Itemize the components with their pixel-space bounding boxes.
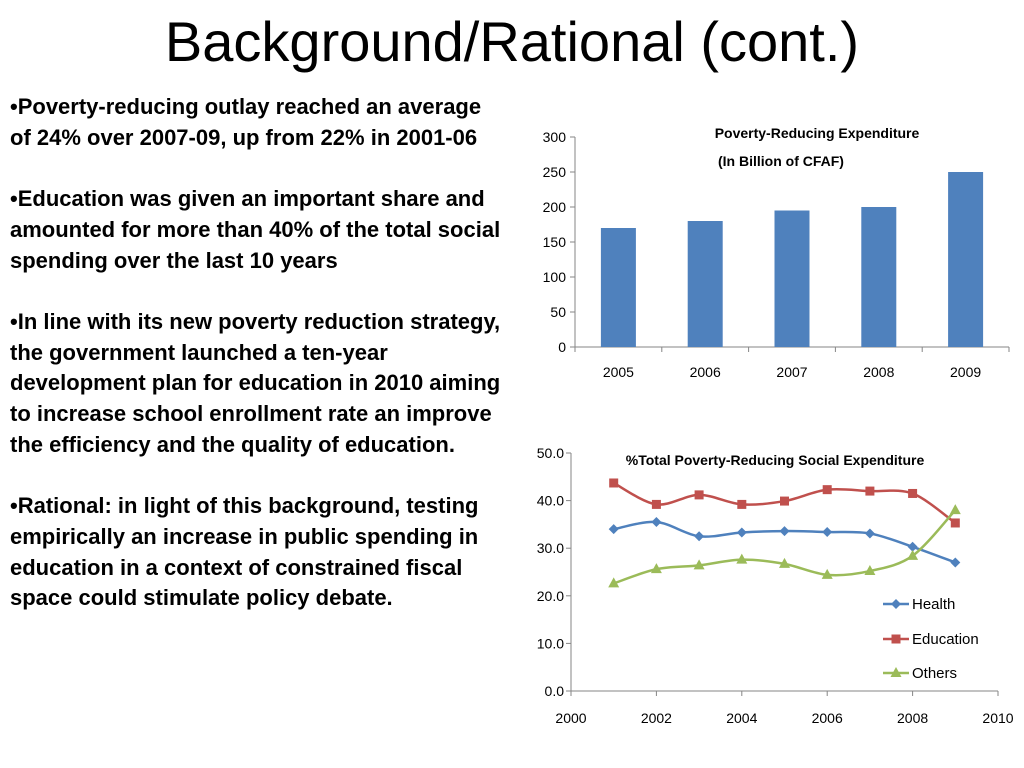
x-tick-label: 2000	[555, 710, 586, 726]
bullet-education-share: •Education was given an important share …	[10, 186, 501, 273]
chart-title: %Total Poverty-Reducing Social Expenditu…	[626, 452, 925, 468]
y-tick-label: 10.0	[537, 635, 564, 651]
point-health-2003	[694, 531, 705, 542]
bar-2007	[774, 210, 810, 347]
legend-marker-health	[891, 599, 901, 609]
y-tick-label: 0	[558, 339, 566, 355]
y-tick-label: 200	[543, 199, 567, 215]
y-tick-label: 20.0	[537, 588, 564, 604]
legend-item-others: Others	[883, 665, 957, 682]
point-health-2008	[907, 541, 918, 552]
point-education-2004	[737, 499, 747, 509]
y-tick-label: 100	[543, 269, 567, 285]
legend-label-education: Education	[912, 631, 979, 648]
x-tick-label: 2008	[863, 364, 894, 380]
point-health-2002	[651, 517, 662, 528]
x-tick-label: 2002	[641, 710, 672, 726]
bar-2009	[948, 172, 984, 347]
bar-2008	[861, 207, 897, 347]
legend-marker-others	[890, 667, 902, 677]
point-education-2009	[950, 518, 960, 528]
point-education-2003	[694, 490, 704, 500]
x-tick-label: 2006	[812, 710, 843, 726]
series-education	[609, 478, 960, 528]
point-health-2004	[736, 527, 747, 538]
point-health-2006	[822, 527, 833, 538]
bullet-rational: •Rational: in light of this background, …	[10, 493, 479, 611]
y-tick-label: 40.0	[537, 493, 564, 509]
point-others-2001	[608, 577, 620, 588]
point-health-2009	[950, 557, 961, 568]
point-education-2008	[908, 488, 918, 498]
legend-item-education: Education	[883, 631, 979, 648]
point-health-2005	[779, 526, 790, 537]
x-tick-label: 2009	[950, 364, 981, 380]
point-others-2004	[736, 553, 748, 564]
legend-label-others: Others	[912, 665, 957, 682]
legend-item-health: Health	[883, 596, 955, 613]
point-health-2007	[864, 528, 875, 539]
y-tick-label: 250	[543, 164, 567, 180]
x-tick-label: 2006	[690, 364, 721, 380]
series-line-others	[613, 509, 957, 585]
bar-2006	[687, 221, 723, 347]
x-tick-label: 2004	[726, 710, 757, 726]
point-others-2005	[779, 557, 790, 568]
point-others-2009	[949, 504, 961, 515]
point-others-2008	[907, 549, 919, 560]
line-chart-social-expenditure: 0.0 10.0 20.0 30.0 40.0 50.0 2000 2002 2004 2006 2…	[505, 440, 1020, 740]
y-tick-label: 50.0	[537, 445, 564, 461]
chart-subtitle: (In Billion of CFAF)	[718, 153, 844, 169]
y-tick-label: 150	[543, 234, 567, 250]
y-tick-label: 30.0	[537, 540, 564, 556]
bullet-outlay: •Poverty-reducing outlay reached an aver…	[10, 94, 482, 150]
bullet-list: •Poverty-reducing outlay reached an aver…	[10, 92, 502, 614]
x-tick-label: 2005	[603, 364, 634, 380]
y-tick-label: 0.0	[545, 683, 565, 699]
bar-2005	[600, 228, 636, 347]
point-education-2001	[609, 478, 619, 488]
point-education-2002	[651, 499, 661, 509]
series-others	[608, 504, 961, 588]
y-tick-label: 50	[550, 304, 566, 320]
point-others-2007	[864, 565, 876, 576]
bar-chart-svg: 0 50 100 150 200 250 300 2005 2006 2007 2008 2009 Po…	[543, 125, 1010, 380]
legend-marker-education	[891, 634, 901, 644]
y-tick-label: 300	[543, 129, 567, 145]
chart-title: Poverty-Reducing Expenditure	[715, 125, 920, 141]
bar-chart-poverty-expenditure: 0 50 100 150 200 250 300 2005 2006 2007 2008 2009 Po…	[505, 118, 1020, 390]
slide-title: Background/Rational (cont.)	[164, 10, 860, 73]
x-tick-label: 2008	[897, 710, 928, 726]
point-others-2002	[650, 563, 662, 574]
point-education-2005	[780, 496, 789, 506]
x-tick-label: 2007	[776, 364, 807, 380]
legend-label-health: Health	[912, 596, 955, 613]
point-health-2001	[608, 524, 619, 535]
bullet-development-plan: •In line with its new poverty reduction …	[10, 308, 501, 457]
point-education-2007	[865, 486, 875, 496]
point-education-2006	[822, 485, 832, 495]
point-others-2006	[821, 568, 833, 579]
point-others-2003	[693, 559, 705, 570]
series-health	[608, 517, 961, 568]
line-chart-svg: 0.0 10.0 20.0 30.0 40.0 50.0 2000 2002 2004 2006 2…	[537, 445, 1014, 726]
x-tick-label: 2010	[982, 710, 1013, 726]
